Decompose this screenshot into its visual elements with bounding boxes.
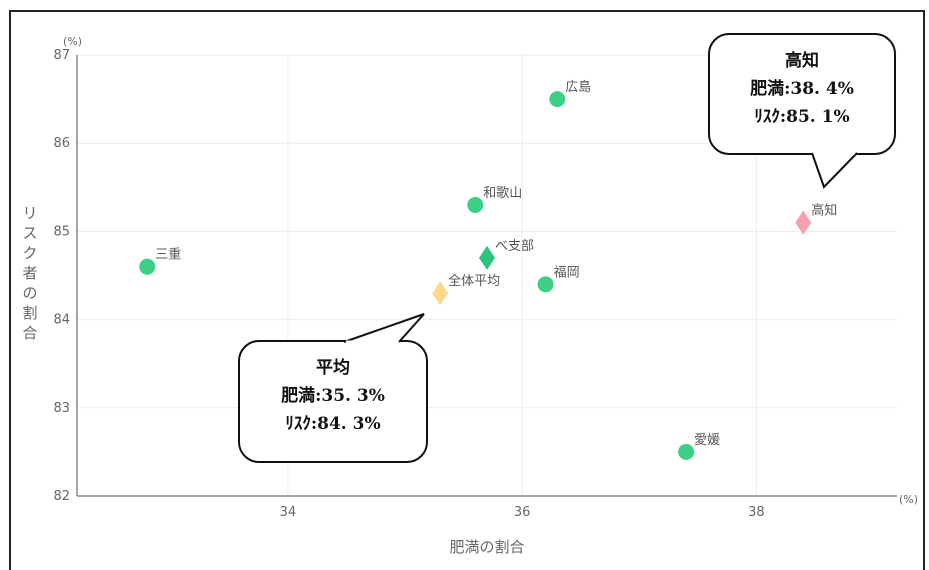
y-tick-label: 87 [53, 48, 70, 63]
point-marker [467, 196, 484, 213]
point-label: 愛媛 [694, 433, 720, 448]
y-axis-label-char: の [22, 284, 37, 302]
y-axis-label-char: ス [22, 224, 37, 242]
point-marker [549, 91, 566, 108]
callout-line: ﾘｽｸ:85. 1% [754, 107, 849, 127]
point-marker-diamond [795, 210, 812, 235]
point-marker [678, 443, 695, 460]
callout-bubble [708, 33, 896, 155]
axes [76, 55, 897, 497]
x-axis-unit: (%) [899, 493, 918, 506]
y-axis-label-char: 者 [22, 264, 37, 282]
point-label: べ支部 [495, 239, 534, 254]
chart-frame [9, 10, 925, 570]
x-tick-label: 38 [748, 505, 765, 520]
point-marker-diamond [479, 245, 495, 270]
y-tick-label: 86 [53, 136, 70, 151]
point-label: 和歌山 [483, 186, 522, 201]
callout-line: 高知 [785, 50, 819, 71]
point-label: 三重 [155, 247, 181, 263]
y-tick-label: 85 [53, 224, 70, 239]
point-marker [139, 258, 156, 275]
y-tick-label: 83 [53, 401, 70, 416]
y-axis-label-char: 合 [22, 324, 37, 342]
x-tick-label: 34 [280, 505, 297, 520]
tick-labels: 82 83 84 85 86 87 34 36 38 [53, 48, 764, 520]
y-tick-label: 82 [53, 489, 70, 504]
point-marker-diamond [432, 281, 449, 306]
x-axis-label: 肥満の割合 [449, 538, 524, 556]
callout-tail [811, 152, 858, 189]
y-axis-label-char: リ [22, 204, 37, 222]
point-label: 全体平均 [448, 273, 500, 289]
y-axis-label-char: ク [22, 244, 37, 262]
y-axis-unit: (%) [63, 35, 82, 48]
y-axis-label-char: 割 [22, 304, 37, 322]
callout-bubble [238, 340, 428, 463]
callout-line: ﾘｽｸ:84. 3% [285, 414, 380, 434]
point-label: 広島 [565, 80, 591, 95]
x-tick-label: 36 [514, 505, 531, 520]
point-marker [537, 276, 554, 293]
callout-line: 肥満:38. 4% [750, 78, 854, 99]
point-label: 高知 [811, 203, 837, 219]
y-tick-label: 84 [53, 313, 70, 328]
point-label: 福岡 [554, 265, 580, 280]
callout-line: 肥満:35. 3% [281, 385, 385, 406]
callout-line: 平均 [316, 357, 350, 378]
callout-tail [343, 313, 425, 343]
